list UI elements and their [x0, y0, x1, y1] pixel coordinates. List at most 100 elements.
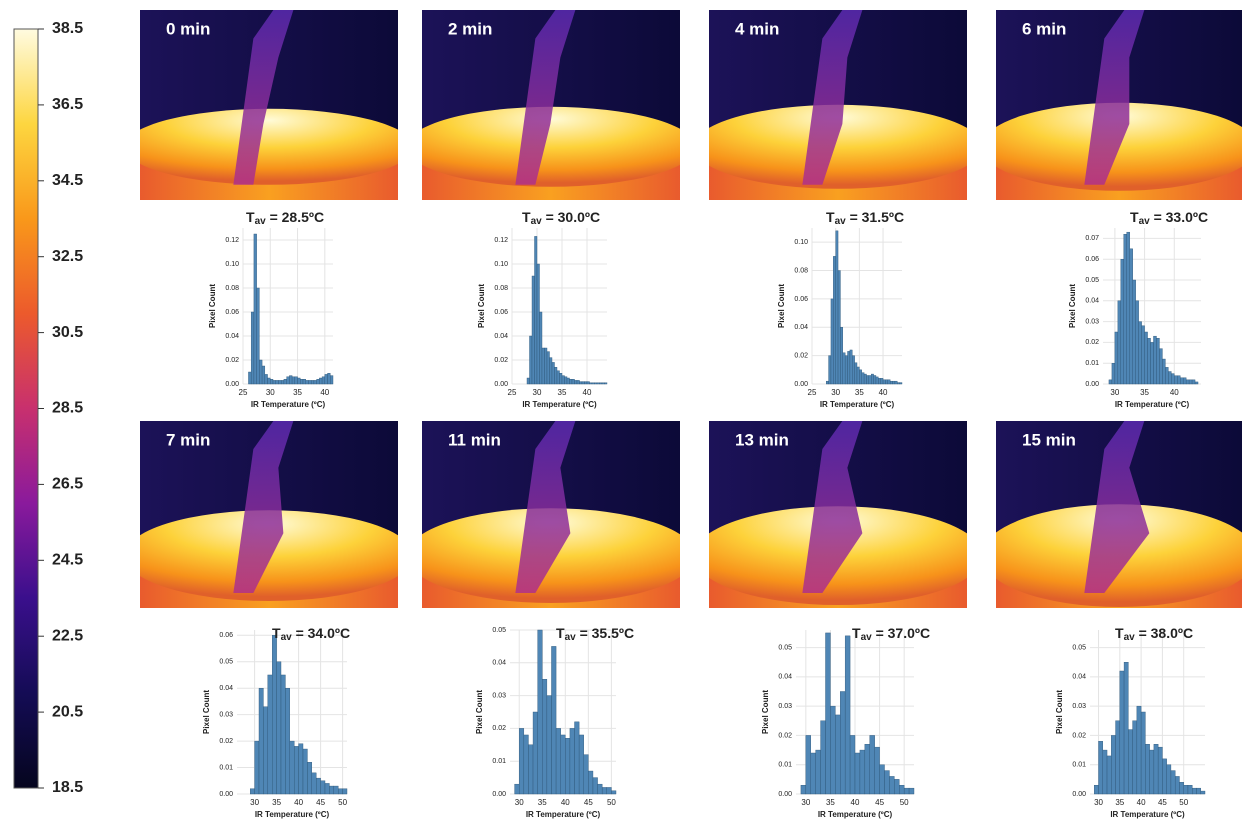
histogram-bar [874, 746, 880, 795]
histogram-bar [1194, 381, 1199, 385]
histogram-bar [264, 374, 268, 385]
histogram-bar [523, 734, 529, 795]
histogram-bar [1156, 338, 1160, 385]
histogram-bar [1132, 720, 1138, 795]
histogram-bar [526, 377, 530, 385]
histogram-bar [534, 236, 538, 385]
colorbar-tick-label: 32.5 [52, 248, 83, 265]
y-tick-label: 0.03 [1085, 318, 1099, 325]
average-temperature: Tav = 35.5ºC [556, 625, 634, 643]
histogram-bar [1192, 787, 1197, 795]
y-tick-label: 0.08 [494, 285, 508, 292]
x-tick-label: 50 [1179, 798, 1188, 807]
histogram-bar [894, 380, 898, 385]
histogram-bar [892, 380, 896, 385]
histogram-bar [327, 373, 331, 385]
histogram-bar [1179, 782, 1184, 795]
x-tick-label: 35 [558, 388, 567, 397]
histogram-bar [1144, 331, 1148, 385]
histogram-bar [835, 714, 841, 795]
histogram-bar [329, 785, 334, 795]
histogram-bar [259, 359, 263, 385]
average-temperature: Tav = 34.0ºC [272, 625, 350, 643]
histogram-bar [871, 373, 874, 385]
histogram-bar [1132, 279, 1136, 385]
plume [233, 10, 294, 185]
histogram-bar [320, 780, 326, 795]
histogram-bar [551, 646, 557, 795]
histogram-bar [285, 687, 290, 795]
histogram-bar [519, 728, 525, 795]
histogram-bar [289, 375, 293, 385]
y-tick-label: 0.00 [1085, 381, 1099, 388]
histogram-bar [249, 788, 255, 795]
histogram-bar [1129, 248, 1133, 385]
annotation-text: = 34.0ºC [292, 625, 350, 641]
x-tick-label: 30 [515, 798, 524, 807]
histogram-bar [256, 287, 260, 385]
histogram-bar [1162, 758, 1167, 795]
histogram-bar [298, 743, 304, 795]
colorbar-tick-label: 24.5 [52, 552, 83, 569]
y-tick-label: 0.00 [219, 791, 233, 798]
histogram-bar [291, 376, 296, 385]
histogram-bar [889, 776, 895, 795]
y-tick-label: 0.05 [1085, 277, 1099, 284]
histogram-bar [1166, 764, 1172, 795]
histogram-bar [278, 380, 282, 385]
histogram-bar [531, 275, 535, 385]
colorbar-tick-label: 34.5 [52, 172, 83, 189]
annotation-text: = 37.0ºC [872, 625, 930, 641]
annotation-symbol: T [1115, 625, 1124, 641]
y-tick-label: 0.01 [1085, 360, 1099, 367]
x-axis-label: IR Temperature (ºC) [1110, 810, 1185, 819]
histogram-bar [1102, 749, 1108, 795]
histogram-bar [1168, 371, 1172, 385]
histogram-bar [594, 382, 598, 385]
histogram-bar [868, 375, 872, 385]
histogram-bar [828, 355, 832, 385]
histogram-bar [887, 379, 891, 385]
thermal-image [422, 421, 680, 608]
plume [233, 421, 294, 594]
bowl-top [140, 108, 398, 185]
histogram-bar [1140, 711, 1146, 795]
histogram-bar [272, 380, 276, 385]
plume [515, 10, 576, 185]
colorbar-tick-label: 30.5 [52, 324, 83, 341]
histogram-bar [1136, 705, 1142, 795]
histogram-bar [532, 711, 538, 795]
x-tick-label: 45 [875, 798, 884, 807]
histogram-bar [601, 787, 607, 795]
y-tick-label: 0.02 [494, 357, 508, 364]
y-tick-label: 0.01 [1072, 762, 1086, 769]
histogram-bar [592, 777, 598, 795]
histogram-bar [1111, 363, 1116, 385]
histogram-bar [294, 376, 298, 385]
histogram-bar [1094, 785, 1099, 795]
x-axis-label: IR Temperature (ºC) [1115, 400, 1190, 409]
x-tick-label: 25 [239, 388, 248, 397]
y-tick-label: 0.05 [219, 659, 233, 666]
histogram-bar [250, 311, 255, 385]
colorbar [13, 28, 39, 789]
histogram-bar [854, 752, 861, 795]
histogram-bar [885, 379, 888, 385]
histogram-bar [1182, 377, 1187, 385]
annotation-subscript: av [835, 216, 847, 227]
histogram-bar [844, 635, 851, 795]
thermal-image [140, 421, 398, 608]
histogram-bar [549, 357, 553, 385]
histogram-bar [588, 770, 594, 795]
annotation-symbol: T [852, 625, 861, 641]
histogram-bar [844, 355, 848, 385]
x-tick-label: 40 [1137, 798, 1146, 807]
histogram-bar [847, 351, 851, 385]
y-tick-label: 0.03 [492, 692, 506, 699]
time-label: 0 min [166, 19, 210, 38]
histogram-bar [586, 381, 590, 385]
histogram-bar [574, 380, 578, 385]
x-tick-label: 50 [900, 798, 909, 807]
y-tick-label: 0.04 [794, 324, 808, 331]
x-axis-label: IR Temperature (ºC) [522, 400, 597, 409]
